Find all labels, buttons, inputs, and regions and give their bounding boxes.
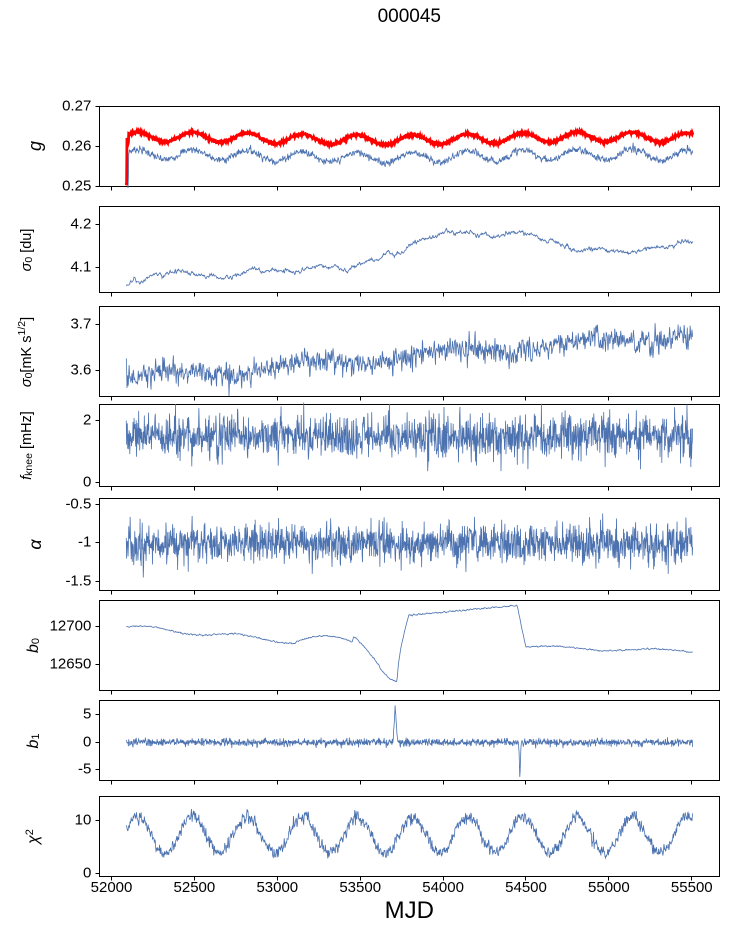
svg-text:3.7: 3.7 [70,316,91,333]
svg-text:2: 2 [83,412,91,429]
svg-text:53000: 53000 [256,879,298,896]
svg-text:-0.5: -0.5 [65,496,91,513]
svg-text:000045: 000045 [378,6,441,27]
svg-text:5: 5 [83,706,91,723]
svg-text:0.26: 0.26 [62,138,91,155]
svg-text:55000: 55000 [588,879,630,896]
svg-text:-1.5: -1.5 [65,573,91,590]
svg-text:12700: 12700 [50,618,92,635]
svg-text:54500: 54500 [505,879,547,896]
svg-text:α: α [25,539,45,550]
svg-text:0: 0 [83,474,91,491]
svg-text:MJD: MJD [385,897,434,924]
svg-text:52500: 52500 [174,879,216,896]
svg-text:4.2: 4.2 [70,216,91,233]
svg-text:g: g [25,141,45,151]
svg-text:0.25: 0.25 [62,178,91,195]
svg-text:0: 0 [83,734,91,751]
svg-text:-1: -1 [78,534,91,551]
svg-text:55500: 55500 [671,879,713,896]
svg-text:54000: 54000 [422,879,464,896]
svg-text:52000: 52000 [91,879,133,896]
svg-text:-5: -5 [78,761,91,778]
svg-text:σ0 [du]: σ0 [du] [19,229,35,272]
svg-text:3.6: 3.6 [70,362,91,379]
svg-text:4.1: 4.1 [70,259,91,276]
svg-text:53500: 53500 [339,879,381,896]
svg-text:0.27: 0.27 [62,98,91,115]
svg-text:10: 10 [75,812,92,829]
svg-text:12650: 12650 [50,656,92,673]
